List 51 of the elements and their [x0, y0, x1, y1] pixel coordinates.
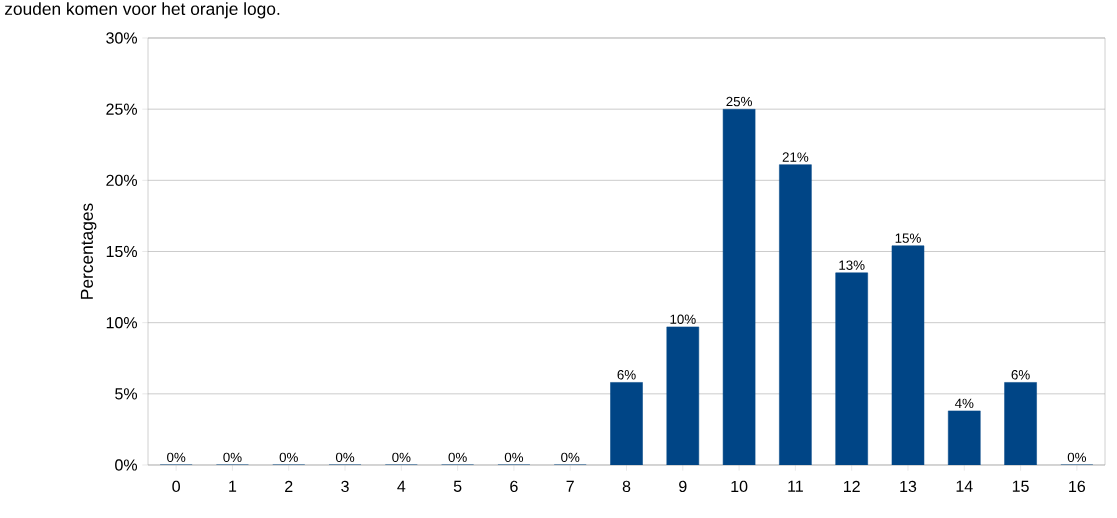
- data-label: 0%: [223, 452, 242, 463]
- data-label: 0%: [448, 452, 467, 463]
- y-tick-label: 10%: [106, 317, 138, 329]
- x-tick-label: 15: [1012, 480, 1029, 492]
- bar: [1004, 382, 1037, 465]
- x-tick-label: 16: [1069, 480, 1086, 493]
- bar: [779, 164, 812, 465]
- y-axis-title: Percentages: [80, 203, 97, 299]
- y-tick-label: 30%: [106, 32, 138, 44]
- data-label: 21%: [782, 152, 809, 162]
- data-label: 0%: [392, 452, 411, 463]
- x-tick-label: 7: [566, 480, 574, 492]
- x-tick-label: 12: [844, 480, 860, 492]
- y-tick-label: 0%: [115, 459, 138, 471]
- x-tick-label: 13: [900, 480, 917, 493]
- bar: [948, 410, 981, 465]
- data-label: 4%: [954, 398, 974, 408]
- chart-title: zouden komen voor het oranje logo.: [4, 2, 280, 19]
- data-label: 15%: [895, 233, 921, 243]
- data-label: 13%: [839, 260, 865, 270]
- data-label: 0%: [167, 452, 186, 463]
- x-tick-label: 8: [622, 480, 631, 493]
- data-label: 10%: [670, 314, 696, 324]
- data-label: 25%: [726, 96, 752, 107]
- x-tick-label: 4: [397, 480, 406, 492]
- x-tick-label: 10: [731, 480, 748, 493]
- data-label: 0%: [1067, 452, 1087, 463]
- bar: [610, 382, 643, 465]
- x-tick-label: 0: [172, 480, 180, 493]
- bar: [666, 326, 700, 465]
- x-tick-label: 9: [679, 480, 687, 493]
- data-label: 0%: [335, 452, 355, 463]
- y-tick-label: 15%: [106, 245, 138, 258]
- data-label: 0%: [504, 452, 524, 463]
- x-tick-label: 2: [285, 480, 293, 492]
- data-label: 0%: [561, 452, 580, 463]
- data-label: 0%: [279, 452, 298, 463]
- y-tick-label: 5%: [115, 388, 138, 400]
- x-tick-label: 5: [453, 480, 462, 492]
- x-tick-label: 1: [229, 480, 237, 492]
- y-tick-label: 25%: [106, 103, 138, 115]
- bar: [835, 272, 868, 465]
- x-tick-label: 11: [788, 480, 803, 492]
- bar: [891, 245, 925, 465]
- data-label: 6%: [1011, 370, 1030, 380]
- x-tick-label: 6: [510, 480, 518, 493]
- x-tick-label: 14: [956, 480, 973, 492]
- y-tick-label: 20%: [106, 174, 138, 186]
- data-label: 6%: [617, 370, 636, 380]
- bar: [722, 108, 756, 465]
- x-tick-label: 3: [341, 480, 349, 493]
